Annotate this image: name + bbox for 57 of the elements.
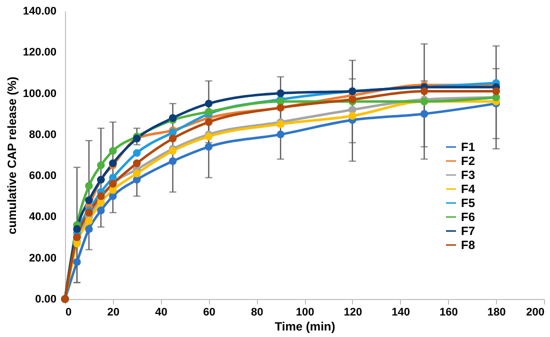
point	[109, 147, 117, 155]
legend-label: F2	[461, 154, 476, 168]
point	[276, 120, 284, 128]
legend-label: F5	[461, 196, 476, 210]
y-tick-label: 60.00	[28, 170, 56, 182]
y-tick-label: 80.00	[28, 128, 56, 141]
point	[85, 225, 93, 233]
point	[109, 174, 117, 182]
y-tick-label: 40.00	[28, 211, 56, 224]
y-axis-title: cumulative CAP release (%)	[4, 76, 19, 234]
x-tick-label: 100	[296, 306, 314, 318]
x-tick-label: 60	[203, 306, 216, 318]
y-tick-label: 120.00	[22, 46, 56, 59]
legend-label: F6	[461, 210, 476, 224]
x-tick-label: 20	[107, 306, 120, 318]
legend-label: F8	[461, 238, 476, 252]
point	[420, 110, 428, 118]
x-tick-label: 140	[392, 306, 410, 318]
point	[276, 130, 284, 138]
legend-label: F1	[461, 140, 476, 154]
point	[85, 182, 93, 190]
point	[168, 147, 177, 155]
point	[204, 142, 213, 151]
x-tick-label: 180	[487, 306, 506, 318]
point	[204, 108, 213, 116]
legend-label: F7	[461, 224, 476, 238]
point	[348, 112, 356, 120]
y-tick-label: 0.00	[35, 294, 56, 306]
x-tick-label: 40	[155, 306, 168, 318]
point	[85, 216, 93, 225]
point	[97, 206, 105, 214]
x-tick-label: 200	[526, 306, 544, 318]
point	[85, 196, 93, 204]
point	[132, 170, 141, 178]
y-tick-label: 140.00	[22, 6, 56, 18]
point	[73, 225, 81, 233]
point	[97, 198, 105, 206]
x-tick-label: 80	[250, 306, 264, 318]
point	[132, 159, 141, 168]
point	[168, 134, 177, 142]
x-tick-label: 160	[440, 306, 458, 318]
point	[132, 149, 141, 157]
point	[492, 87, 500, 96]
x-axis-title: Time (min)	[274, 320, 336, 334]
x-tick-label: 0	[66, 306, 72, 318]
point	[168, 157, 177, 166]
point	[97, 161, 105, 170]
point	[276, 89, 284, 98]
point	[73, 258, 81, 266]
x-tick-label: 120	[344, 306, 362, 318]
point	[204, 100, 213, 108]
y-tick-label: 20.00	[28, 252, 56, 264]
legend-label: F4	[461, 182, 476, 196]
point	[420, 87, 428, 96]
y-tick-label: 100.00	[22, 88, 56, 100]
legend-label: F3	[461, 168, 476, 182]
point	[204, 118, 213, 126]
